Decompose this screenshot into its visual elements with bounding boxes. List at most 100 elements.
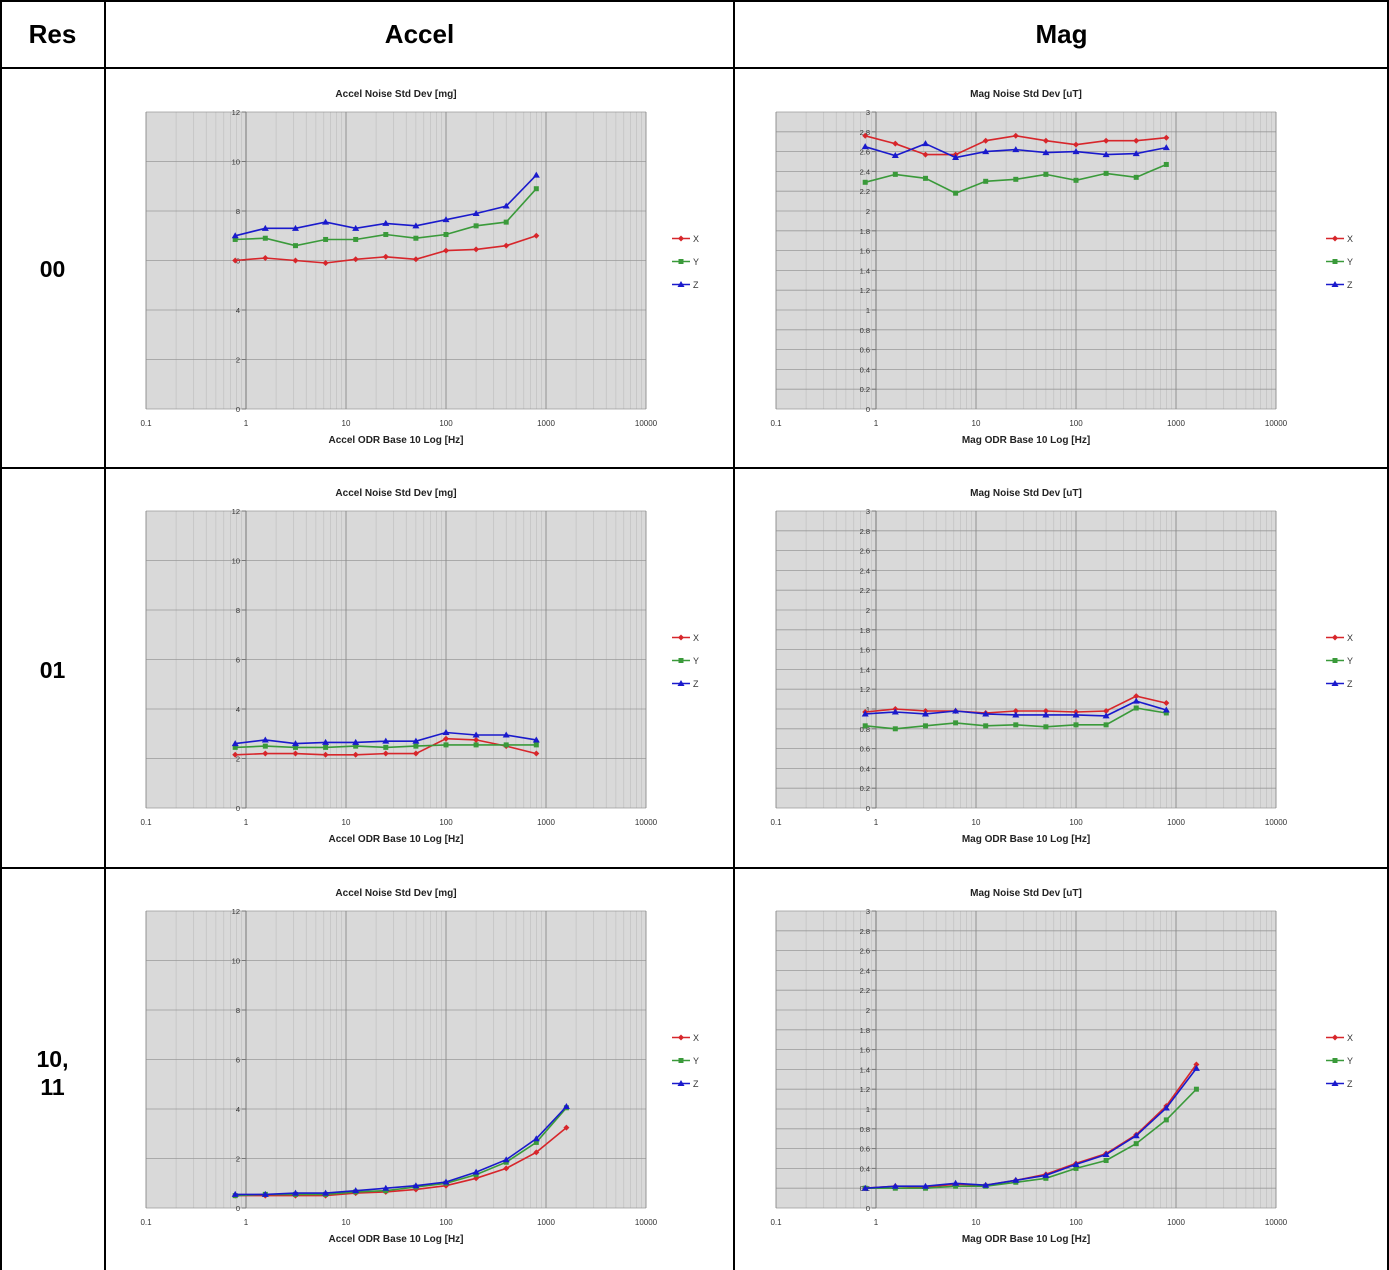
y-tick-label: 8 [236, 606, 240, 615]
x-tick-label: 1000 [1167, 1218, 1185, 1227]
legend-label-z: Z [1347, 679, 1353, 689]
point-y [1073, 177, 1079, 183]
row-label-00: 00 [39, 256, 66, 282]
point-y [413, 235, 419, 241]
point-y [953, 720, 959, 726]
point-y [1043, 724, 1049, 730]
legend-marker-z [1331, 1080, 1339, 1086]
point-z [1162, 706, 1170, 713]
table-border-left [0, 0, 2, 1270]
point-x [352, 751, 359, 758]
point-z [382, 219, 390, 226]
legend-label-y: Y [693, 1056, 699, 1066]
point-z [291, 740, 299, 747]
legend-marker-z [677, 680, 685, 686]
legend-marker-x [678, 634, 684, 641]
y-tick-label: 1.2 [860, 685, 870, 694]
y-tick-label: 2.6 [860, 148, 870, 157]
point-y [1193, 1086, 1199, 1092]
legend-marker-z [1331, 680, 1339, 686]
series-line-x [235, 1126, 567, 1197]
point-y [892, 726, 898, 732]
point-x [503, 1165, 510, 1172]
x-tick-label: 10 [972, 1218, 981, 1227]
legend-label-x: X [1347, 1033, 1353, 1043]
point-z [322, 738, 330, 745]
legend-marker-x [678, 235, 684, 242]
y-tick-label: 2 [866, 207, 870, 216]
y-tick-label: 8 [236, 207, 240, 216]
point-z [952, 154, 960, 161]
y-tick-label: 1.8 [860, 227, 870, 236]
y-tick-label: 1.2 [860, 286, 870, 295]
legend-label-z: Z [693, 679, 699, 689]
x-axis-label: Accel ODR Base 10 Log [Hz] [328, 435, 463, 446]
x-tick-label: 0.1 [140, 1218, 152, 1227]
point-y [443, 742, 449, 748]
point-z [442, 216, 450, 223]
point-z [1072, 148, 1080, 155]
y-tick-label: 10 [232, 557, 240, 566]
header-accel: Accel [384, 18, 455, 49]
point-x [1042, 137, 1049, 144]
point-y [533, 186, 539, 192]
point-y [1133, 1141, 1139, 1147]
y-tick-label: 1.4 [860, 266, 870, 275]
legend-label-y: Y [693, 656, 699, 666]
legend-label-z: Z [1347, 280, 1353, 290]
y-tick-label: 1 [866, 1105, 870, 1114]
point-z [1012, 146, 1020, 153]
point-y [353, 236, 359, 242]
point-z [952, 1179, 960, 1186]
x-tick-label: 0.1 [140, 818, 152, 827]
y-tick-label: 0.8 [860, 725, 870, 734]
y-tick-label: 0.4 [860, 764, 870, 773]
chart-title: Mag Noise Std Dev [uT] [970, 488, 1082, 499]
point-x [382, 750, 389, 757]
point-x [352, 256, 359, 263]
legend-label-y: Y [1347, 1056, 1353, 1066]
point-x [322, 751, 329, 758]
x-axis-label: Mag ODR Base 10 Log [Hz] [962, 834, 1090, 845]
y-tick-label: 0.4 [860, 1164, 870, 1173]
point-z [472, 209, 480, 216]
y-tick-label: 3 [866, 907, 870, 916]
y-tick-label: 2.2 [860, 187, 870, 196]
legend-label-x: X [693, 1033, 699, 1043]
y-tick-label: 1.4 [860, 1065, 870, 1074]
y-tick-label: 1.6 [860, 1046, 870, 1055]
x-tick-label: 0.1 [140, 419, 152, 428]
point-z [442, 729, 450, 736]
point-y [383, 744, 389, 750]
x-tick-label: 100 [1069, 419, 1083, 428]
y-tick-label: 0.6 [860, 346, 870, 355]
point-z [261, 1190, 269, 1197]
x-tick-label: 10 [342, 1218, 351, 1227]
series-line-z [865, 1067, 1198, 1189]
x-tick-label: 10 [972, 818, 981, 827]
x-tick-label: 100 [439, 1218, 453, 1227]
point-x [533, 232, 540, 239]
legend-marker-x [678, 1034, 684, 1041]
y-tick-label: 6 [236, 656, 240, 665]
point-z [231, 740, 239, 747]
accel-chart-01: Accel Noise Std Dev [mg]0.1 1 10 100 1000 100… [140, 488, 699, 845]
y-tick-label: 2.2 [860, 586, 870, 595]
table-border-row3 [0, 867, 1389, 869]
y-tick-label: 1 [866, 306, 870, 315]
point-z [291, 1189, 299, 1196]
mag-chart-00: Mag Noise Std Dev [uT]0.1 1 10 100 1000 10000… [770, 89, 1353, 446]
y-tick-label: 10 [232, 158, 240, 167]
point-y [1043, 171, 1049, 177]
y-tick-label: 0.2 [860, 385, 870, 394]
point-z [382, 1184, 390, 1191]
legend-marker-z [1331, 281, 1339, 287]
point-z [861, 710, 869, 717]
point-x [382, 253, 389, 260]
y-tick-label: 2 [236, 755, 240, 764]
legend-label-x: X [693, 234, 699, 244]
point-z [261, 736, 269, 743]
point-x [443, 247, 449, 254]
y-tick-label: 0.6 [860, 1145, 870, 1154]
point-x [1163, 700, 1170, 707]
